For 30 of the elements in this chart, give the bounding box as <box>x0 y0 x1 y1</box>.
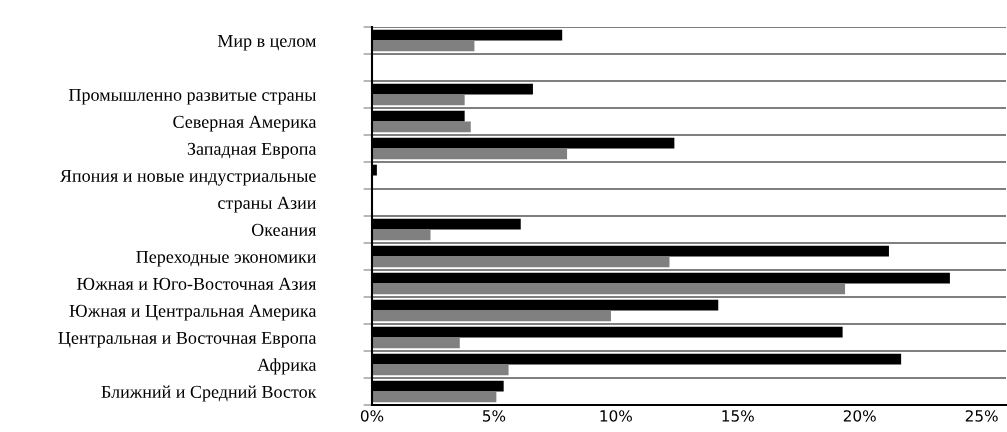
bar <box>372 337 460 349</box>
y-tick-label: Промышленно развитые страны <box>68 88 317 105</box>
y-tick-label: страны Азии <box>218 196 317 213</box>
y-tick-label: Япония и новые индустриальные <box>60 169 316 186</box>
x-tick-label: 20% <box>843 410 876 422</box>
bar <box>372 310 611 322</box>
y-tick-label: Африка <box>257 358 317 375</box>
x-tick-label: 5% <box>482 410 506 422</box>
y-tick-label: Переходные экономики <box>136 250 317 267</box>
y-tick-label: Центральная и Восточная Европа <box>58 331 317 348</box>
y-tick-label: Южная и Юго-Восточная Азия <box>77 277 317 290</box>
bar <box>372 94 465 106</box>
bar <box>372 364 509 376</box>
y-tick-label: Южная и Центральная Америка <box>69 304 317 321</box>
bar <box>372 148 568 160</box>
x-tick-label: 25% <box>965 410 998 422</box>
y-tick-label: Мир в целом <box>217 34 317 51</box>
x-tick-label: 10% <box>600 410 632 422</box>
y-tick-label: Ближний и Средний Восток <box>101 385 317 402</box>
bar <box>372 256 670 268</box>
bar <box>372 283 846 295</box>
y-tick-label: Северная Америка <box>173 115 317 132</box>
x-tick-label: 15% <box>722 410 754 422</box>
bar <box>372 229 431 241</box>
bar <box>372 391 497 403</box>
y-tick-label: Океания <box>251 223 317 236</box>
y-tick-label: Западная Европа <box>187 142 317 159</box>
bar <box>372 40 475 52</box>
bar <box>372 121 471 133</box>
x-tick-label: 0% <box>360 410 384 422</box>
